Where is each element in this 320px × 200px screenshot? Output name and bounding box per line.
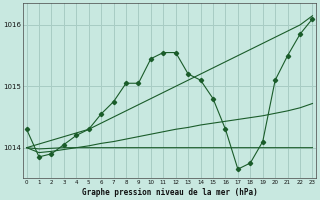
X-axis label: Graphe pression niveau de la mer (hPa): Graphe pression niveau de la mer (hPa) [82,188,257,197]
